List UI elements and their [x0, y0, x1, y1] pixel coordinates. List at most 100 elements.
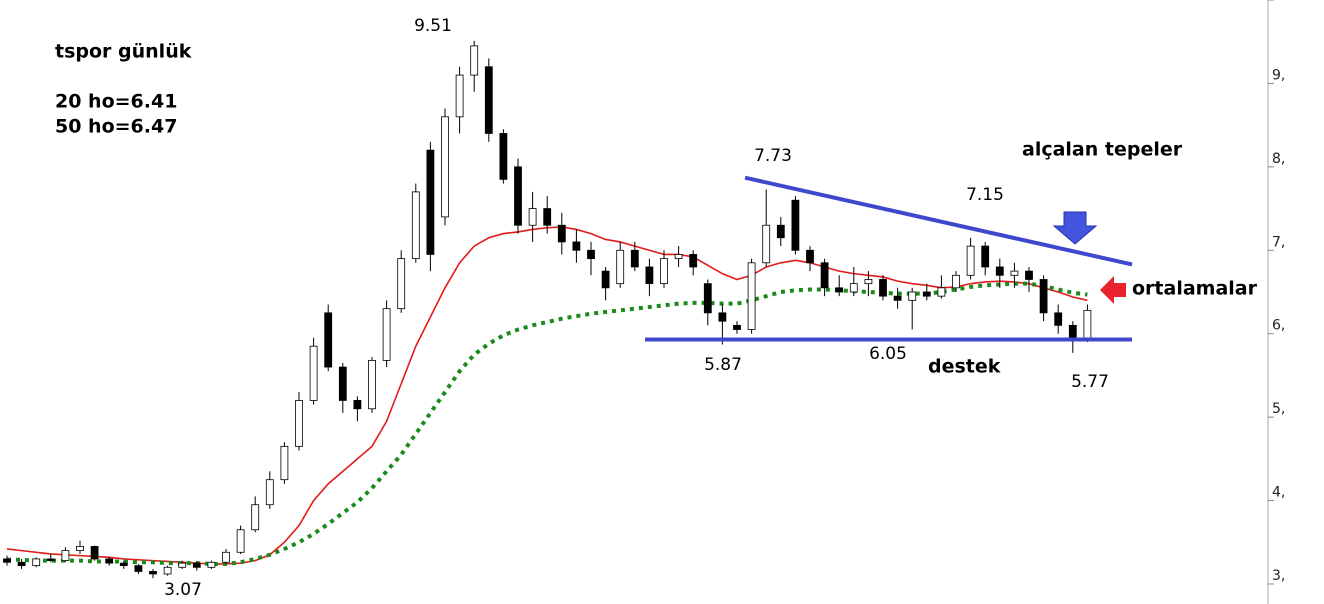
moving-average	[7, 281, 1088, 566]
candle-body	[1054, 312, 1063, 326]
annotation: 7.73	[754, 146, 792, 166]
candle-body	[703, 283, 712, 314]
candle-body	[192, 562, 201, 568]
candle-body	[908, 291, 917, 301]
candle-body	[557, 224, 566, 243]
candle-body	[46, 558, 55, 562]
candle-body	[105, 558, 114, 564]
candle-body	[119, 562, 128, 567]
candle-body	[17, 561, 26, 567]
annotation: 3.07	[164, 580, 202, 600]
y-tick-label: 4,	[1272, 485, 1285, 501]
candle-body	[791, 199, 800, 251]
y-tick-label: 6,	[1272, 318, 1285, 334]
candle-body	[820, 262, 829, 289]
candle-body	[616, 249, 625, 285]
candle-body	[1025, 270, 1033, 280]
candle-body	[776, 224, 785, 239]
candle-body	[806, 249, 814, 264]
candle-body	[893, 295, 902, 301]
candle-body	[645, 266, 654, 285]
annotation: 9.51	[414, 16, 452, 36]
annotation: 6.05	[869, 344, 907, 364]
candle-body	[280, 445, 289, 481]
candle-body	[952, 274, 960, 289]
candle-body	[630, 249, 639, 268]
candle-body	[324, 312, 333, 368]
arrow-left	[1100, 276, 1126, 304]
annotation: tspor günlük	[55, 41, 192, 63]
annotation: alçalan tepeler	[1022, 139, 1183, 161]
candle-body	[178, 562, 187, 568]
candle-body	[762, 224, 771, 264]
y-tick-label: 8,	[1272, 151, 1285, 167]
candle-body	[441, 116, 449, 218]
candle-body	[265, 479, 274, 506]
candle-body	[572, 241, 581, 251]
candle-body	[76, 546, 84, 552]
candle-body	[587, 249, 595, 260]
y-tick-label: 9,	[1272, 67, 1285, 83]
y-tick-label: 5,	[1272, 401, 1285, 417]
candle-body	[937, 287, 946, 297]
candle-body	[163, 566, 172, 575]
candle-body	[382, 308, 391, 361]
candle-body	[134, 565, 143, 572]
y-tick-label: 3,	[1272, 568, 1285, 584]
annotation: 20 ho=6.41	[55, 91, 177, 113]
candle-body	[733, 324, 741, 330]
candle-body	[3, 558, 11, 563]
candle-body	[514, 166, 522, 226]
candle-body	[835, 287, 844, 293]
candle-body	[484, 66, 493, 134]
annotation: 5.87	[704, 355, 742, 375]
candle-body	[368, 359, 376, 410]
candle-body	[674, 254, 683, 260]
candle-body	[689, 254, 698, 268]
candle-body	[864, 279, 873, 285]
candle-body	[222, 551, 230, 563]
y-tick-label: 7,	[1272, 234, 1285, 250]
moving-average	[6, 226, 1088, 565]
candle-body	[309, 345, 318, 401]
candle-body	[1068, 324, 1077, 339]
annotation: destek	[928, 356, 1001, 378]
candle-body	[879, 279, 887, 297]
candle-body	[995, 266, 1004, 276]
candle-body	[601, 270, 610, 289]
candle-body	[922, 291, 931, 297]
arrow-down	[1052, 211, 1098, 245]
candle-body	[660, 258, 668, 285]
candle-body	[338, 366, 347, 401]
candle-body	[426, 149, 435, 255]
candle-body	[353, 400, 362, 410]
annotation: 50 ho=6.47	[55, 116, 177, 138]
candle-body	[718, 312, 727, 322]
candle-body	[32, 558, 41, 567]
annotation: 5.77	[1071, 372, 1109, 392]
annotation: ortalamalar	[1132, 278, 1258, 300]
candle-body	[747, 262, 756, 330]
candle-body	[61, 550, 70, 562]
candle-body	[251, 504, 260, 531]
trend-line	[744, 175, 1133, 267]
candle-body	[981, 245, 990, 268]
candle-body	[849, 283, 858, 293]
candle-body	[149, 571, 157, 575]
candle-body	[1010, 270, 1019, 276]
candle-body	[1039, 279, 1048, 314]
candle-body	[397, 258, 406, 310]
candle-body	[207, 561, 216, 568]
candle-body	[470, 45, 479, 76]
candle-body	[411, 191, 420, 260]
annotation: 7.15	[966, 185, 1004, 205]
candle-body	[455, 74, 464, 118]
plot-area	[3, 40, 1092, 579]
candle-body	[90, 546, 99, 560]
candle-body	[528, 208, 537, 226]
candle-body	[499, 133, 508, 180]
candle-body	[543, 208, 552, 226]
candle-body	[966, 245, 975, 276]
candle-body	[236, 529, 245, 553]
